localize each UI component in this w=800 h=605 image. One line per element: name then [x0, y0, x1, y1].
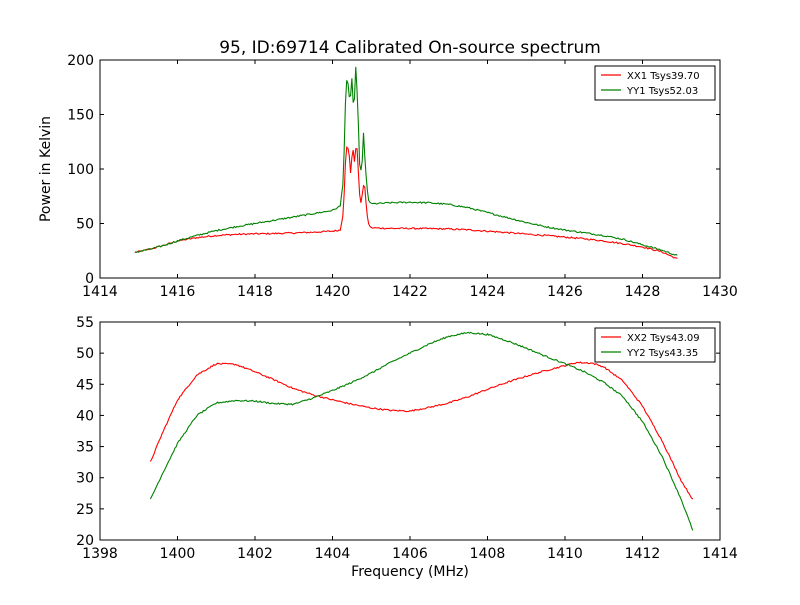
- x-tick-label: 1426: [547, 284, 583, 300]
- x-tick-label: 1424: [470, 284, 506, 300]
- x-tick-label: 1410: [547, 546, 583, 562]
- legend-entry: XX1 Tsys39.70: [627, 71, 700, 82]
- x-tick-label: 1402: [237, 546, 273, 562]
- x-tick-label: 1414: [82, 284, 118, 300]
- y-tick-label: 50: [76, 346, 94, 362]
- series-line-1: [149, 361, 694, 500]
- y-tick-label: 35: [76, 440, 94, 456]
- x-tick-label: 1420: [315, 284, 351, 300]
- legend-entry: YY1 Tsys52.03: [626, 86, 698, 97]
- y-tick-label: 100: [67, 162, 94, 178]
- legend: XX1 Tsys39.70 YY1 Tsys52.03: [594, 65, 716, 101]
- panel-top: 1414 1416 1418 1420 1422 1424 1426 1428 1430 0 50 1…: [38, 53, 738, 300]
- chart-title: 95, ID:69714 Calibrated On-source spectr…: [219, 38, 601, 58]
- x-tick-label: 1428: [625, 284, 661, 300]
- y-tick-label: 30: [76, 471, 94, 487]
- x-tick-label: 1414: [702, 546, 738, 562]
- y-tick-label: 50: [76, 217, 94, 233]
- legend: XX2 Tsys43.09 YY2 Tsys43.35: [594, 327, 716, 363]
- x-axis-label: Frequency (MHz): [351, 564, 469, 580]
- y-tick-label: 40: [76, 408, 94, 424]
- x-tick-label: 1400: [160, 546, 196, 562]
- legend-box: [594, 65, 716, 101]
- y-tick-label: 55: [76, 315, 94, 331]
- series-line-2: [149, 331, 694, 531]
- series-line-2: [134, 66, 678, 256]
- x-tick-label: 1406: [392, 546, 428, 562]
- y-tick-label: 45: [76, 377, 94, 393]
- y-axis-label: Power in Kelvin: [38, 116, 54, 222]
- x-tick-label: 1430: [702, 284, 738, 300]
- x-tick-label: 1412: [625, 546, 661, 562]
- series-line-1: [134, 146, 678, 260]
- legend-entry: XX2 Tsys43.09: [627, 333, 700, 344]
- x-tick-label: 1422: [392, 284, 428, 300]
- y-tick-label: 150: [67, 108, 94, 124]
- legend-entry: YY2 Tsys43.35: [626, 348, 698, 359]
- x-tick-label: 1398: [82, 546, 118, 562]
- y-tick-label: 25: [76, 502, 94, 518]
- x-tick-label: 1418: [237, 284, 273, 300]
- y-tick-label: 0: [85, 271, 94, 287]
- x-tick-label: 1404: [315, 546, 351, 562]
- y-tick-label: 200: [67, 53, 94, 69]
- x-tick-label: 1416: [160, 284, 196, 300]
- panel-bottom: 1398 1400 1402 1404 1406 1408 1410 1412 1414 20 25…: [76, 315, 738, 580]
- x-tick-label: 1408: [470, 546, 506, 562]
- y-tick-label: 20: [76, 533, 94, 549]
- legend-box: [594, 327, 716, 363]
